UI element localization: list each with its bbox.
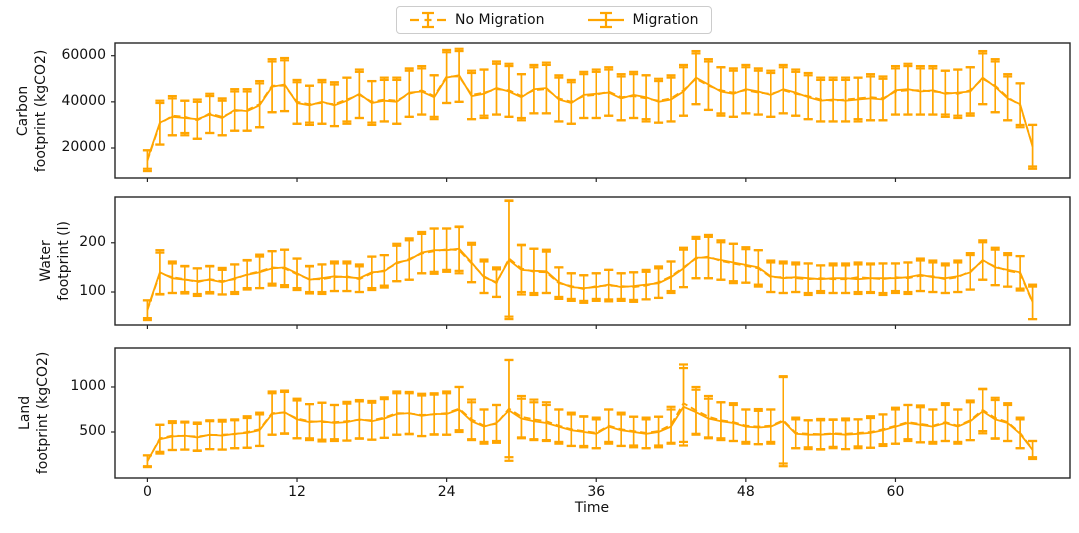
y-tick-label-carbon: 20000: [61, 139, 106, 155]
x-tick-label: 48: [736, 484, 755, 500]
y-tick-label-land: 1000: [70, 377, 106, 394]
axes-frame-water: [114, 196, 1071, 326]
subplot-land: [111, 347, 1071, 482]
axes-frame-carbon: [114, 42, 1071, 179]
legend-item-no-migration: No Migration: [409, 10, 545, 30]
axes-frame-land: [114, 347, 1071, 479]
y-tick-label-water: 100: [79, 283, 106, 299]
series-water-no-migration: [146, 248, 1034, 311]
errorbar-solid-icon: [587, 11, 624, 29]
y-tick-label-land: 500: [79, 422, 106, 439]
x-tick-label: 12: [288, 484, 306, 500]
y-tick-label-carbon: 60000: [61, 46, 106, 63]
ylabel-land-line1: Land: [17, 395, 34, 430]
x-tick-label: 0: [142, 484, 152, 500]
legend-label-no-migration: No Migration: [455, 12, 545, 28]
x-tick-label: 24: [437, 484, 456, 500]
xlabel: Time: [574, 500, 610, 516]
ylabel-water-line2: footprint (l): [56, 221, 72, 301]
series-land-migration: [146, 405, 1034, 462]
series-carbon-migration: [146, 74, 1034, 160]
series-water-migration: [146, 247, 1034, 310]
x-tick-label: 36: [587, 484, 606, 500]
subplot-water: [111, 196, 1071, 329]
legend-item-migration: Migration: [587, 10, 699, 30]
ylabel-land-line2: footprint (kgCO2): [35, 351, 51, 475]
legend: No Migration Migration: [396, 6, 712, 34]
errorbar-dashed-icon: [410, 11, 446, 29]
y-tick-label-carbon: 40000: [61, 92, 106, 109]
ylabel-carbon-line1: Carbon: [15, 85, 32, 137]
legend-label-migration: Migration: [632, 12, 699, 28]
subplot-carbon: [111, 42, 1071, 182]
y-tick-label-water: 200: [79, 233, 106, 250]
x-tick-label: 60: [886, 484, 905, 500]
ylabel-land: Land footprint (kgCO2): [17, 303, 53, 523]
